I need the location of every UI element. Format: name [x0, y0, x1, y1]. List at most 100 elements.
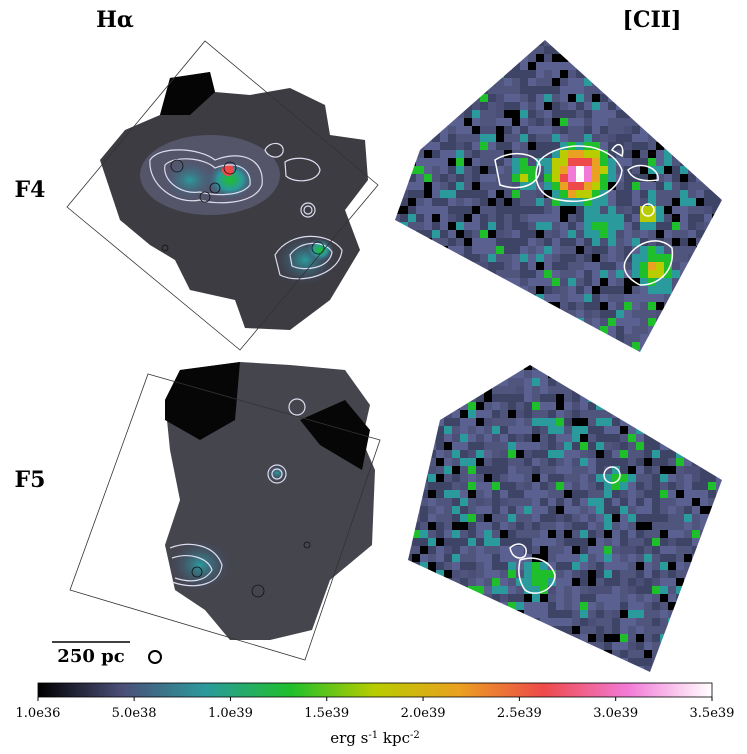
pixel [608, 118, 616, 126]
pixel [528, 46, 536, 54]
pixel [632, 206, 640, 214]
pixel [395, 166, 400, 174]
pixel [608, 86, 616, 94]
pixel [696, 158, 704, 166]
pixel [620, 554, 628, 562]
pixel [536, 238, 544, 246]
pixel [648, 166, 656, 174]
pixel [468, 618, 476, 626]
pixel [484, 570, 492, 578]
pixel [496, 118, 504, 126]
pixel [464, 302, 472, 310]
pixel [636, 434, 644, 442]
pixel [664, 126, 672, 134]
pixel [408, 318, 416, 326]
pixel [496, 310, 504, 318]
pixel [496, 182, 504, 190]
pixel [620, 514, 628, 522]
pixel [395, 182, 400, 190]
pixel [552, 222, 560, 230]
pixel [500, 394, 508, 402]
pixel [564, 498, 572, 506]
pixel [688, 246, 696, 254]
pixel [548, 650, 556, 658]
pixel [668, 474, 676, 482]
pixel [668, 514, 676, 522]
pixel [644, 586, 652, 594]
pixel [524, 514, 532, 522]
pixel [532, 506, 540, 514]
pixel [408, 514, 412, 522]
pixel [536, 230, 544, 238]
pixel [528, 294, 536, 302]
pixel [424, 110, 432, 118]
pixel [424, 54, 432, 62]
pixel [524, 442, 532, 450]
pixel [520, 158, 528, 166]
pixel [564, 610, 572, 618]
pixel [408, 570, 412, 578]
pixel [476, 434, 484, 442]
pixel [400, 302, 408, 310]
pixel [568, 262, 576, 270]
pixel [684, 594, 692, 602]
pixel [536, 294, 544, 302]
pixel [520, 198, 528, 206]
pixel [652, 562, 660, 570]
pixel [564, 506, 572, 514]
pixel [412, 602, 420, 610]
pixel [472, 70, 480, 78]
pixel [640, 166, 648, 174]
pixel [612, 538, 620, 546]
pixel [648, 278, 656, 286]
pixel [444, 602, 452, 610]
pixel [572, 378, 580, 386]
pixel [652, 546, 660, 554]
pixel [672, 182, 680, 190]
pixel [592, 62, 600, 70]
pixel [632, 46, 640, 54]
pixel [720, 206, 722, 214]
pixel [712, 270, 720, 278]
pixel [436, 402, 444, 410]
pixel [552, 126, 560, 134]
pixel [552, 206, 560, 214]
pixel [476, 378, 484, 386]
pixel [652, 410, 660, 418]
pixel [612, 546, 620, 554]
pixel [604, 450, 612, 458]
pixel [628, 386, 636, 394]
pixel [468, 546, 476, 554]
pixel [408, 434, 412, 442]
pixel [556, 434, 564, 442]
pixel [436, 658, 444, 666]
pixel [504, 278, 512, 286]
pixel [544, 40, 552, 46]
pixel [408, 46, 416, 54]
pixel [400, 142, 408, 150]
pixel [520, 174, 528, 182]
pixel [620, 578, 628, 586]
pixel [560, 40, 568, 46]
pixel [564, 594, 572, 602]
pixel [456, 262, 464, 270]
pixel [660, 578, 668, 586]
pixel [592, 342, 600, 350]
pixel [484, 410, 492, 418]
pixel [496, 78, 504, 86]
pixel [540, 498, 548, 506]
pixel [584, 70, 592, 78]
pixel [640, 214, 648, 222]
pixel [468, 554, 476, 562]
pixel [648, 270, 656, 278]
pixel [480, 230, 488, 238]
pixel [524, 634, 532, 642]
pixel [584, 206, 592, 214]
pixel [395, 294, 400, 302]
pixel [568, 40, 576, 46]
pixel [592, 142, 600, 150]
pixel [492, 586, 500, 594]
pixel [604, 586, 612, 594]
pixel [576, 294, 584, 302]
pixel [652, 522, 660, 530]
